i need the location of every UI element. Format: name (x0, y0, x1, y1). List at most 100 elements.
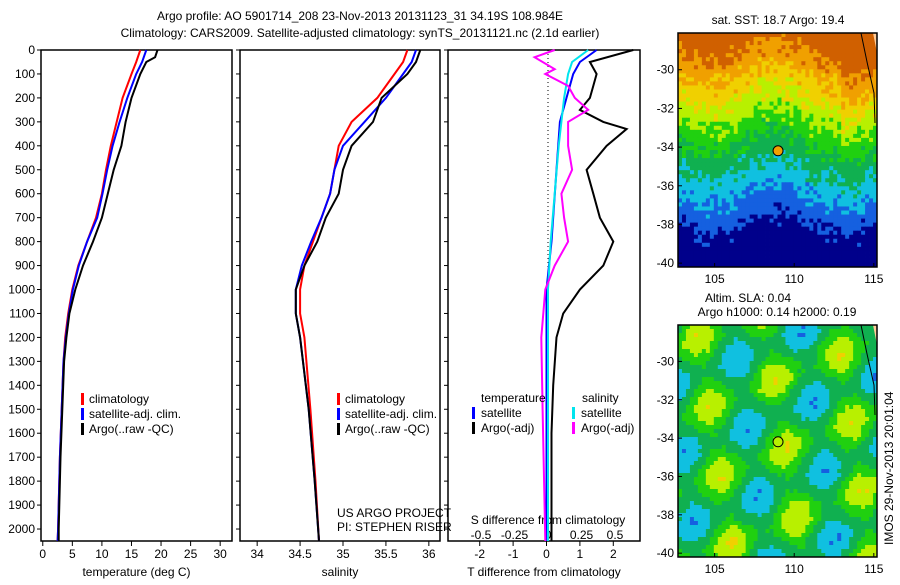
map-cell (694, 69, 698, 73)
map-cell (781, 89, 785, 93)
map-cell (730, 162, 734, 166)
map-cell (706, 77, 710, 81)
map-cell (730, 122, 734, 126)
map-cell (730, 441, 734, 445)
map-cell (714, 65, 718, 69)
map-cell (742, 170, 746, 174)
map-cell (825, 110, 829, 114)
map-cell (809, 473, 813, 477)
map-cell (746, 251, 750, 255)
map-cell (702, 106, 706, 110)
map-cell (734, 118, 738, 122)
map-cell (770, 461, 774, 465)
map-cell (841, 373, 845, 377)
map-cell (710, 421, 714, 425)
map-cell (865, 122, 869, 126)
map-cell (797, 102, 801, 106)
map-cell (754, 37, 758, 41)
map-cell (694, 429, 698, 433)
map-cell (857, 337, 861, 341)
map-cell (714, 114, 718, 118)
map-cell (817, 122, 821, 126)
map-cell (746, 429, 750, 433)
map-cell (686, 94, 690, 98)
map-cell (813, 429, 817, 433)
map-cell (857, 102, 861, 106)
map-cell (734, 206, 738, 210)
map-cell (682, 361, 686, 365)
map-cell (722, 53, 726, 57)
map-cell (762, 409, 766, 413)
map-cell (730, 118, 734, 122)
map-cell (869, 349, 873, 353)
map-cell (801, 61, 805, 65)
map-cell (869, 190, 873, 194)
map-cell (809, 223, 813, 227)
map-cell (845, 130, 849, 134)
map-cell (710, 81, 714, 85)
map-cell (849, 417, 853, 421)
map-cell (726, 417, 730, 421)
map-cell (865, 223, 869, 227)
legend-label: satellite (581, 406, 622, 420)
map-cell (785, 345, 789, 349)
map-cell (801, 65, 805, 69)
map-cell (833, 385, 837, 389)
map-cell (821, 73, 825, 77)
map-cell (754, 206, 758, 210)
map-cell (702, 425, 706, 429)
y-tick-label: 1500 (8, 402, 35, 416)
map-cell (742, 223, 746, 227)
map-cell (710, 377, 714, 381)
map-cell (734, 89, 738, 93)
map-cell (821, 389, 825, 393)
map-cell (853, 349, 857, 353)
map-cell (857, 57, 861, 61)
map-cell (686, 142, 690, 146)
map-cell (829, 81, 833, 85)
map-cell (825, 69, 829, 73)
map-cell (762, 215, 766, 219)
map-cell (778, 349, 782, 353)
map-cell (781, 215, 785, 219)
map-cell (869, 98, 873, 102)
map-cell (817, 461, 821, 465)
map-cell (837, 198, 841, 202)
map-cell (682, 219, 686, 223)
map-cell (774, 158, 778, 162)
map-cell (857, 243, 861, 247)
map-cell (690, 219, 694, 223)
map-cell (726, 166, 730, 170)
map-cell (746, 413, 750, 417)
map-cell (849, 259, 853, 263)
map-cell (742, 182, 746, 186)
map-cell (758, 251, 762, 255)
map-cell (853, 106, 857, 110)
map-cell (833, 377, 837, 381)
map-cell (778, 247, 782, 251)
y-tick-label: 700 (15, 211, 35, 225)
map-cell (754, 421, 758, 425)
map-cell (730, 397, 734, 401)
map-cell (774, 211, 778, 215)
map-cell (714, 106, 718, 110)
map-cell (817, 433, 821, 437)
map-cell (714, 417, 718, 421)
map-cell (809, 445, 813, 449)
map-cell (813, 102, 817, 106)
map-cell (845, 461, 849, 465)
map-cell (865, 126, 869, 130)
map-cell (833, 365, 837, 369)
map-cell (702, 61, 706, 65)
map-cell (706, 227, 710, 231)
map-cell (833, 194, 837, 198)
map-cell (722, 61, 726, 65)
map-cell (702, 445, 706, 449)
map-cell (730, 206, 734, 210)
map-cell (694, 154, 698, 158)
map-cell (837, 142, 841, 146)
map-cell (686, 110, 690, 114)
map-cell (686, 126, 690, 130)
map-cell (778, 94, 782, 98)
